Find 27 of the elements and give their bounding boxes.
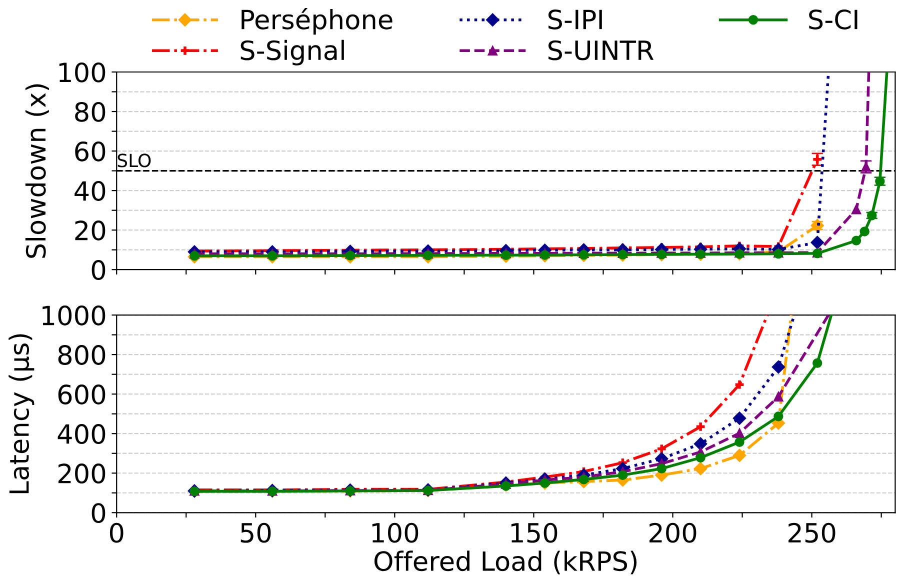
y-tick-label: 200 [58, 464, 106, 484]
legend-label: S-IPI [548, 10, 602, 30]
y-tick-label: 60 [75, 141, 106, 162]
legend-label: S-Signal [240, 40, 344, 66]
x-tick-label: 150 [511, 522, 558, 543]
y-tick-label: 800 [58, 345, 106, 365]
ref-line-label: SLO [118, 154, 151, 168]
y-tick-label: 0 [92, 503, 106, 524]
y-tick-label: 0 [92, 260, 106, 280]
y-tick-label: 1000 [42, 305, 106, 326]
y-tick-label: 80 [75, 102, 106, 122]
x-tick-label: 50 [240, 522, 271, 543]
x-tick-label: 100 [372, 522, 418, 543]
y-tick-label: 20 [75, 220, 106, 240]
legend-label: S-CI [809, 10, 858, 30]
y-tick-label: 40 [74, 181, 106, 201]
y-axis-title: Latency (μs) [8, 334, 34, 494]
x-tick-label: 250 [788, 522, 836, 543]
legend-label: S-UINTR [548, 40, 654, 60]
y-tick-label: 400 [58, 424, 106, 444]
legend-label: Perséphone [242, 8, 392, 35]
x-tick-label: 0 [110, 522, 124, 543]
y-tick-label: 600 [58, 384, 106, 404]
x-tick-label: 200 [650, 522, 696, 543]
x-axis-title: Offered Load (kRPS) [374, 550, 637, 574]
y-axis-title: Slowdown (x) [25, 84, 49, 258]
y-tick-label: 100 [59, 62, 106, 82]
